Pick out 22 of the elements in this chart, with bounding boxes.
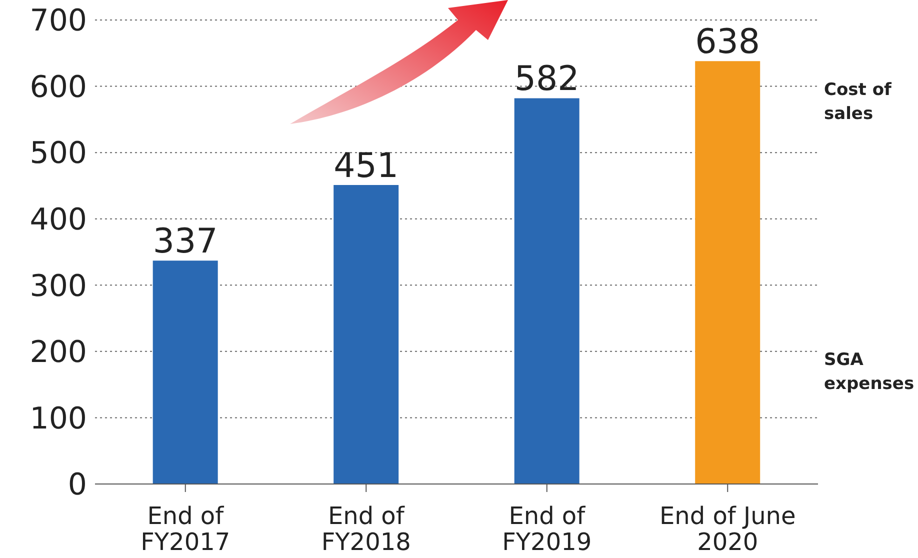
data-label: 337 [152,222,218,262]
y-tick-label: 0 [68,468,87,503]
y-tick-label: 700 [30,4,87,39]
data-label: 451 [334,146,399,186]
text: SGA expenses [824,349,916,396]
y-tick-label: 600 [30,70,87,105]
text: Cost of sales [824,79,892,126]
y-tick-label: 500 [30,136,87,172]
x-tick-label: End of FY2017 [140,502,230,556]
y-tick-label: 100 [30,401,87,436]
y-tick-label: 200 [30,335,87,370]
data-label: 582 [514,59,580,100]
y-tick-label: 300 [30,268,87,304]
bar [514,98,580,484]
data-label: 638 [695,22,760,62]
x-tick-label: End of FY2018 [321,502,411,556]
bar [334,185,399,484]
x-tick-label: End of June 2020 [659,502,796,556]
y-tick-label: 400 [30,202,87,238]
bar [152,260,218,484]
bar [695,61,760,484]
x-tick-label: End of FY2019 [502,502,592,556]
